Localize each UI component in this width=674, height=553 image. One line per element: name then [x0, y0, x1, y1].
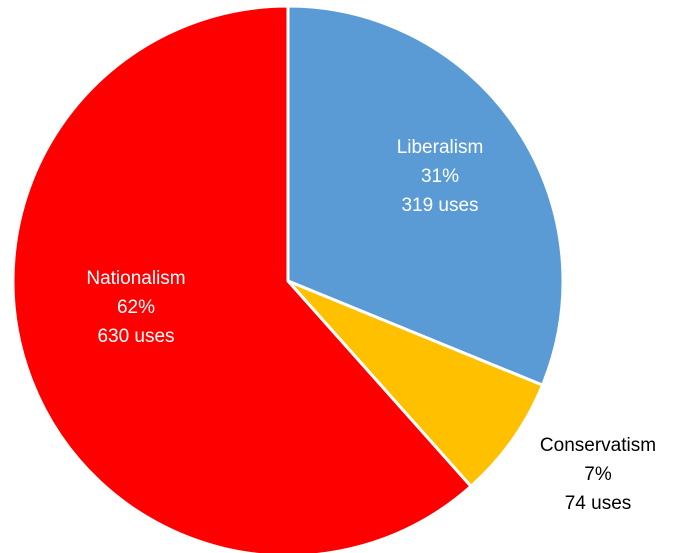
pie-labels: Liberalism 31% 319 uses Conservatism 7% 74 us…	[86, 137, 656, 514]
pie-slices	[11, 4, 565, 553]
data-label-nationalism-percent: 62%	[117, 297, 155, 318]
data-label-nationalism-value: 630 uses	[97, 326, 174, 347]
data-label-conservatism-name: Conservatism	[540, 435, 656, 456]
data-label-conservatism-value: 74 uses	[565, 493, 632, 514]
data-label-liberalism-percent: 31%	[421, 166, 459, 187]
pie-slice-conservatism	[286, 279, 545, 488]
data-label-nationalism-name: Nationalism	[86, 268, 185, 289]
pie-slice-liberalism	[286, 4, 565, 387]
data-label-liberalism-value: 319 uses	[401, 195, 478, 216]
data-label-conservatism-percent: 7%	[584, 464, 612, 485]
data-label-liberalism-name: Liberalism	[397, 137, 484, 158]
